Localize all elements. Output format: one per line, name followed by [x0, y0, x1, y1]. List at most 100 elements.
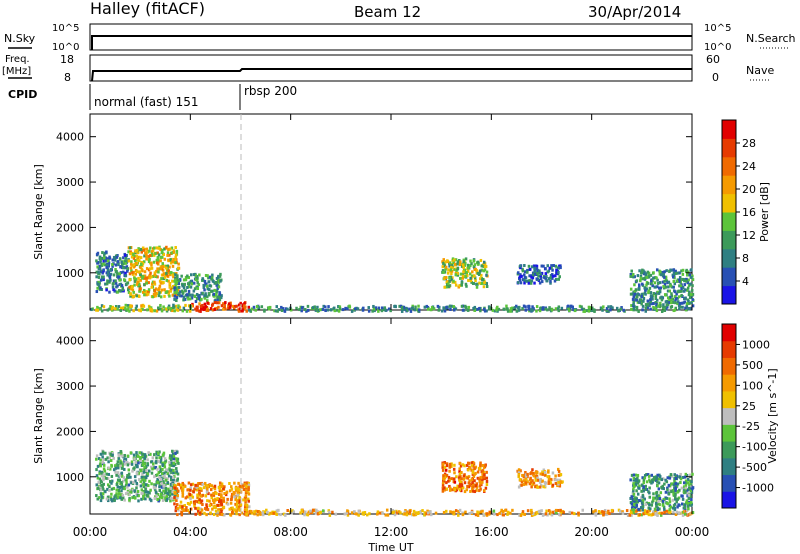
data-cell — [154, 495, 157, 499]
data-cell — [159, 460, 163, 464]
data-cell — [102, 268, 105, 272]
data-cell — [138, 456, 142, 460]
data-cell — [135, 304, 138, 308]
data-cell — [138, 270, 142, 274]
data-cell — [133, 466, 136, 470]
data-cell — [143, 276, 146, 280]
data-cell — [525, 279, 528, 283]
data-cell — [365, 513, 369, 517]
data-cell — [641, 282, 644, 286]
data-cell — [107, 261, 111, 265]
data-cell — [480, 264, 483, 268]
data-cell — [461, 486, 465, 490]
data-cell — [259, 512, 262, 516]
data-cell — [483, 489, 486, 493]
data-cell — [554, 278, 558, 282]
data-cell — [522, 483, 525, 487]
data-cell — [493, 309, 497, 313]
data-cell — [126, 485, 129, 489]
data-cell — [174, 505, 178, 509]
data-cell — [239, 503, 243, 507]
data-cell — [154, 291, 157, 295]
data-cell — [466, 476, 469, 480]
data-cell — [672, 504, 676, 508]
data-cell — [357, 513, 360, 517]
y-tick-label: 4000 — [56, 335, 84, 348]
data-cell — [165, 290, 169, 294]
data-cell — [154, 484, 157, 488]
data-cell — [167, 279, 170, 283]
data-cell — [106, 271, 110, 275]
data-cell — [684, 501, 688, 505]
data-cell — [482, 260, 486, 264]
data-cell — [651, 478, 654, 482]
data-cell — [122, 262, 125, 266]
data-cell — [557, 309, 560, 313]
data-cell — [674, 488, 677, 492]
data-cell — [188, 297, 192, 301]
data-cell — [198, 273, 201, 277]
data-cell — [647, 474, 651, 478]
data-cell — [462, 260, 465, 264]
power-colorbar-label: Power [dB] — [758, 182, 771, 242]
data-cell — [521, 512, 524, 516]
data-cell — [249, 309, 253, 313]
data-cell — [199, 494, 203, 498]
data-cell — [454, 273, 458, 277]
data-cell — [244, 491, 248, 495]
data-cell — [163, 247, 166, 251]
data-cell — [183, 504, 187, 508]
data-cell — [115, 473, 118, 477]
data-cell — [649, 273, 653, 277]
data-cell — [131, 288, 135, 292]
data-cell — [157, 471, 161, 475]
data-cell — [206, 508, 210, 512]
data-cell — [174, 452, 177, 456]
data-cell — [641, 504, 645, 508]
data-cell — [672, 285, 675, 289]
data-cell — [149, 271, 152, 275]
data-cell — [159, 492, 163, 496]
data-cell — [651, 284, 654, 288]
data-cell — [409, 309, 413, 313]
data-cell — [550, 273, 554, 277]
data-cell — [516, 281, 520, 285]
data-cell — [148, 249, 151, 253]
data-cell — [541, 513, 545, 517]
colorbar-swatch — [722, 441, 736, 459]
data-cell — [506, 512, 509, 516]
data-cell — [387, 307, 391, 311]
data-cell — [172, 250, 176, 254]
data-cell — [443, 486, 446, 490]
data-cell — [195, 308, 198, 312]
data-cell — [172, 275, 175, 279]
data-cell — [204, 292, 207, 296]
data-cell — [466, 269, 470, 273]
data-cell — [463, 268, 467, 272]
data-cell — [650, 302, 653, 306]
data-cell — [634, 483, 638, 487]
data-cell — [133, 259, 137, 263]
data-cell — [306, 513, 309, 517]
data-cell — [599, 511, 603, 515]
data-cell — [685, 277, 688, 281]
data-cell — [177, 285, 181, 289]
data-cell — [104, 256, 108, 260]
data-cell — [691, 511, 695, 515]
data-cell — [117, 492, 121, 496]
data-cell — [166, 266, 169, 270]
data-cell — [227, 304, 230, 308]
data-cell — [506, 510, 510, 514]
data-cell — [641, 304, 645, 308]
data-cell — [640, 271, 643, 275]
data-cell — [686, 281, 689, 285]
data-cell — [105, 250, 108, 254]
data-cell — [544, 267, 547, 271]
data-cell — [204, 494, 207, 498]
data-cell — [556, 508, 560, 512]
data-cell — [173, 495, 176, 499]
data-cell — [128, 498, 131, 502]
data-cell — [640, 302, 643, 306]
data-cell — [95, 270, 99, 274]
data-cell — [479, 463, 482, 467]
